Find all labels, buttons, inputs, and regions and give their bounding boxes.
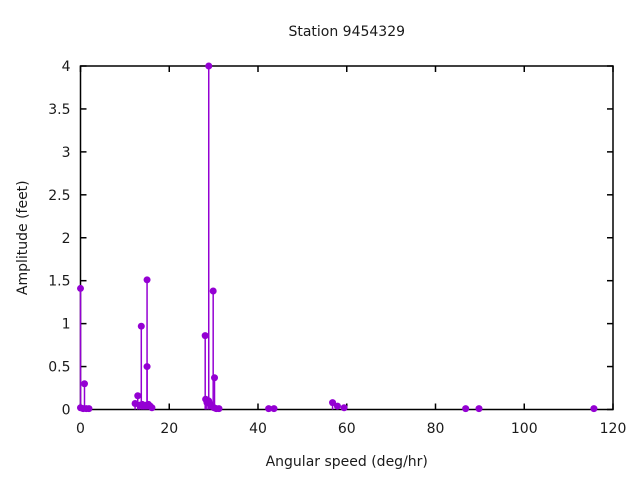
y-tick-label: 2 — [62, 231, 71, 247]
x-tick-label: 60 — [338, 421, 356, 437]
y-tick-label: 1 — [62, 317, 71, 333]
chart-title: Station 9454329 — [288, 24, 405, 40]
y-axis-label: Amplitude (feet) — [15, 180, 31, 295]
data-point — [137, 322, 145, 330]
y-tick-label: 4 — [62, 59, 71, 75]
data-point — [265, 405, 273, 413]
y-tick-label: 0 — [62, 403, 71, 419]
x-tick-label: 0 — [76, 421, 85, 437]
data-point — [77, 284, 84, 292]
data-point — [85, 405, 93, 413]
data-point — [134, 392, 142, 400]
data-point — [148, 404, 156, 412]
data-point — [205, 62, 213, 70]
data-point — [209, 287, 217, 295]
data-point — [143, 363, 151, 371]
data-point — [340, 404, 348, 412]
x-axis-label: Angular speed (deg/hr) — [266, 454, 428, 470]
y-tick-label: 2.5 — [48, 188, 70, 204]
x-tick-label: 100 — [511, 421, 538, 437]
data-point — [143, 276, 151, 284]
y-tick-label: 3.5 — [48, 102, 70, 118]
y-tick-label: 0.5 — [48, 360, 70, 376]
x-tick-label: 120 — [600, 421, 627, 437]
data-point — [201, 332, 209, 340]
data-point — [80, 380, 88, 388]
data-point — [329, 399, 337, 407]
data-point — [590, 405, 598, 413]
data-point — [462, 405, 470, 413]
x-tick-label: 40 — [249, 421, 267, 437]
y-tick-label: 1.5 — [48, 274, 70, 290]
data-point — [211, 374, 219, 382]
data-point — [333, 402, 341, 410]
data-point — [475, 405, 483, 413]
data-point — [270, 405, 278, 413]
data-point — [215, 405, 223, 413]
plot-border — [79, 65, 614, 411]
y-tick-label: 3 — [62, 145, 71, 161]
x-tick-label: 80 — [427, 421, 445, 437]
x-tick-label: 20 — [160, 421, 178, 437]
